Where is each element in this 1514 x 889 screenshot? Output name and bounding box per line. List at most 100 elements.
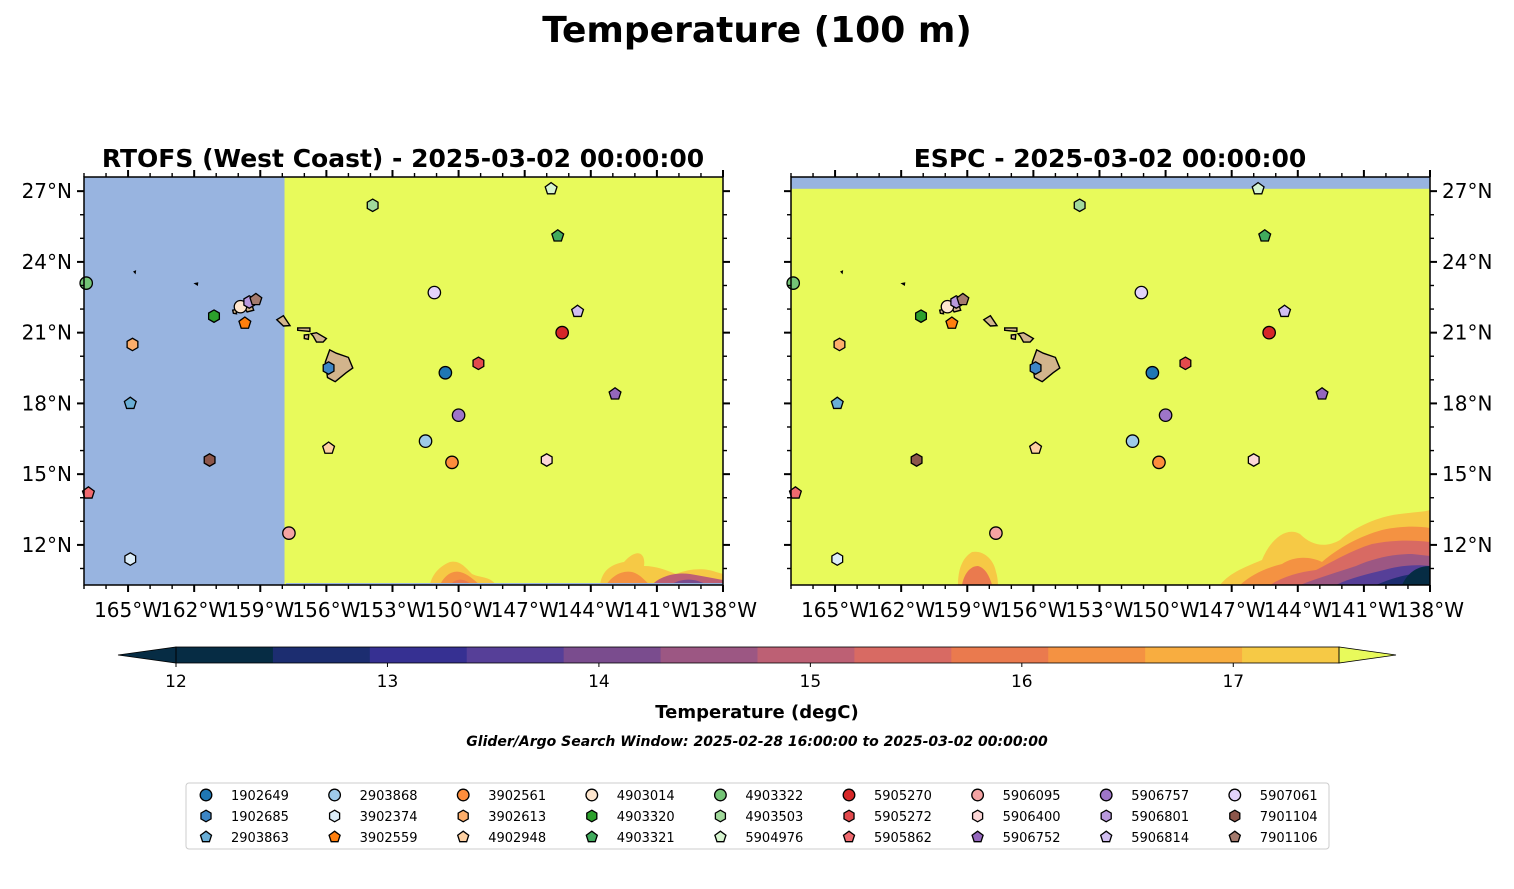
espc-float-7901104: [910, 453, 923, 467]
espc-float-5904976: [1251, 181, 1265, 195]
colorbar-bin: [272, 647, 371, 663]
espc-x-tick-label: 150°W: [1132, 598, 1200, 622]
legend-label-5906801: 5906801: [1131, 810, 1189, 825]
legend-item-5906095: 5906095: [971, 788, 1061, 804]
legend-item-3902374: 3902374: [328, 809, 418, 825]
figure-title: Temperature (100 m): [542, 10, 972, 51]
rtofs-map-panel: RTOFS (West Coast) - 2025-03-02 00:00:00…: [22, 144, 758, 622]
rtofs-island-4: [275, 314, 292, 327]
rtofs-float-5906095: [282, 526, 296, 540]
espc-island-3: [1010, 333, 1017, 341]
rtofs-island-3: [303, 333, 310, 341]
rtofs-float-5905270: [555, 325, 569, 340]
legend-marker-4903322: [713, 788, 727, 802]
rtofs-no-data-region: [84, 177, 285, 585]
legend-label-5907061: 5907061: [1260, 789, 1318, 804]
rtofs-float-4903322: [79, 276, 94, 290]
colorbar-tick-label: 15: [800, 672, 822, 692]
legend-label-4903321: 4903321: [617, 831, 675, 846]
legend-marker-1902685: [200, 809, 212, 823]
rtofs-float-2903863: [123, 396, 137, 410]
legend-item-7901104: 7901104: [1229, 809, 1318, 825]
rtofs-float-markers: [79, 181, 622, 567]
espc-x-tick-label: 147°W: [1198, 598, 1266, 622]
legend-label-7901104: 7901104: [1260, 810, 1318, 825]
rtofs-axis-ticks: 165°W162°W159°W156°W153°W150°W147°W144°W…: [22, 170, 757, 622]
rtofs-island-2: [297, 327, 311, 333]
rtofs-x-tick-label: 156°W: [292, 598, 360, 622]
rtofs-float-4903503: [366, 198, 379, 213]
legend-marker-5906814: [1099, 830, 1113, 843]
legend-label-5905270: 5905270: [874, 789, 932, 804]
legend-label-3902561: 3902561: [488, 789, 546, 804]
espc-float-7901106: [956, 292, 970, 306]
espc-axis-ticks: 165°W162°W159°W156°W153°W150°W147°W144°W…: [784, 170, 1492, 622]
rtofs-float-5906400: [540, 453, 553, 467]
colorbar-bin: [1145, 647, 1243, 663]
colorbar-tick-label: 17: [1222, 672, 1244, 692]
espc-float-4903320: [914, 309, 928, 324]
espc-float-4903503: [1073, 198, 1086, 213]
espc-y-tick-label: 18°N: [1442, 391, 1492, 415]
legend-marker-4903014: [585, 788, 599, 802]
colorbar-bin: [466, 647, 565, 663]
rtofs-y-tick-label: 18°N: [22, 391, 72, 415]
legend-label-4903503: 4903503: [745, 810, 803, 825]
legend-marker-3902559: [328, 830, 341, 843]
legend-marker-7901104: [1229, 809, 1241, 823]
legend-item-5906752: 5906752: [971, 830, 1061, 846]
legend-label-5906757: 5906757: [1131, 789, 1189, 804]
espc-x-tick-label: 144°W: [1264, 598, 1332, 622]
espc-float-2903863: [830, 396, 844, 410]
legend-label-7901106: 7901106: [1260, 831, 1318, 846]
espc-y-tick-label: 21°N: [1442, 321, 1492, 345]
espc-no-data-region: [791, 177, 1430, 189]
espc-map-panel: ESPC - 2025-03-02 00:00:00 165°W162°W159…: [784, 144, 1492, 622]
legend-item-1902649: 1902649: [199, 788, 289, 804]
colorbar-outline: [175, 646, 1340, 664]
espc-float-1902685: [1029, 361, 1042, 375]
espc-x-tick-label: 156°W: [999, 598, 1067, 622]
legend-label-3902559: 3902559: [360, 831, 418, 846]
legend-marker-4903320: [586, 809, 598, 823]
espc-float-markers: [786, 181, 1329, 567]
legend-marker-5906752: [971, 830, 984, 843]
espc-float-4902948: [1028, 441, 1043, 454]
legend-marker-5904976: [714, 830, 727, 843]
legend-item-3902559: 3902559: [328, 830, 418, 846]
rtofs-float-4903321: [551, 228, 565, 242]
legend-label-5905272: 5905272: [874, 810, 932, 825]
rtofs-float-5906814: [570, 304, 585, 318]
espc-float-1902649: [1145, 365, 1160, 380]
espc-y-tick-label: 12°N: [1442, 533, 1492, 557]
legend-label-5904976: 5904976: [745, 831, 803, 846]
rtofs-x-tick-label: 159°W: [226, 598, 294, 622]
rtofs-float-5904976: [544, 181, 558, 195]
espc-float-3902561: [1152, 455, 1166, 470]
rtofs-float-5907061: [427, 285, 442, 300]
rtofs-float-2903868: [418, 434, 433, 448]
colorbar-tick-label: 16: [1011, 672, 1033, 692]
legend-label-5906752: 5906752: [1003, 831, 1061, 846]
search-window-note: Glider/Argo Search Window: 2025-02-28 16…: [466, 734, 1048, 750]
rtofs-island-1: [309, 331, 328, 343]
rtofs-float-3902559: [238, 316, 252, 329]
float-legend: 1902649 1902685 2903863 2903868 3902374 39025…: [199, 788, 1318, 846]
espc-float-3902374: [831, 552, 844, 567]
espc-float-5906400: [1247, 453, 1260, 467]
legend-item-5906801: 5906801: [1100, 809, 1189, 825]
espc-island-2: [1004, 327, 1018, 333]
legend-marker-5907061: [1228, 788, 1242, 802]
espc-float-5907061: [1134, 285, 1149, 300]
colorbar-extend-high: [1338, 646, 1397, 664]
espc-float-4903322: [786, 276, 801, 290]
legend-marker-1902649: [199, 788, 213, 802]
legend-label-3902613: 3902613: [488, 810, 546, 825]
legend-item-4903320: 4903320: [586, 809, 675, 825]
colorbar-tick-label: 12: [165, 672, 187, 692]
rtofs-float-5906757: [451, 408, 466, 423]
legend-item-5906757: 5906757: [1099, 788, 1189, 804]
legend-label-1902685: 1902685: [231, 810, 289, 825]
rtofs-y-tick-label: 15°N: [22, 462, 72, 486]
espc-float-4903321: [1258, 228, 1272, 242]
